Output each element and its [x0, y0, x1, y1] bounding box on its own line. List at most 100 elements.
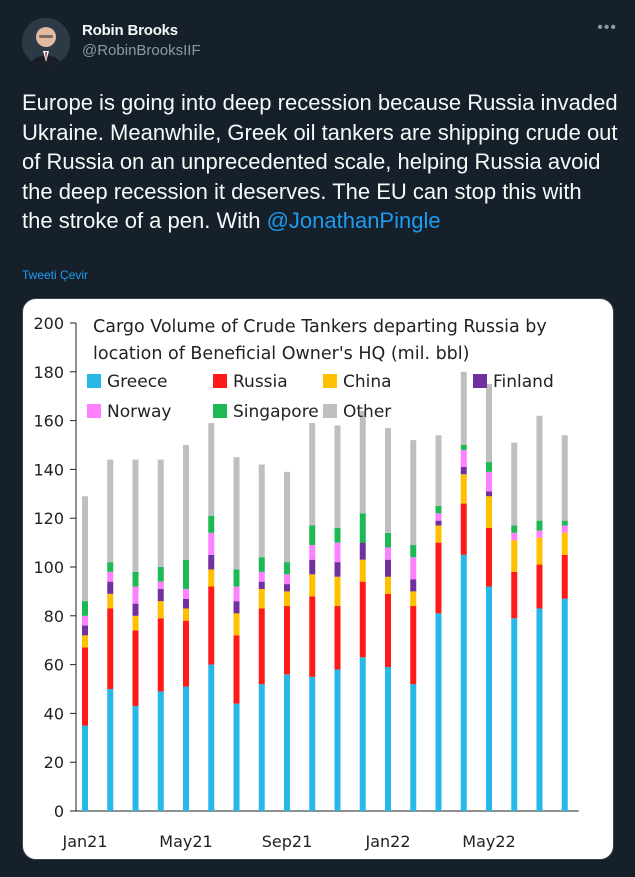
legend-label-finland: Finland	[493, 372, 554, 392]
tweet-media-chart[interactable]: 0 20 40 60 80 100 120 140 160 180 200 Jan21 May21 Sep…	[22, 298, 614, 860]
bar-segment-other	[82, 496, 88, 602]
bar-segment-greece	[561, 598, 568, 811]
bar-segment-finland	[183, 598, 189, 609]
bar-segment-norway	[284, 574, 290, 585]
y-tick-label: 80	[44, 607, 64, 626]
bar-segment-china	[359, 559, 366, 582]
bar-segment-china	[208, 569, 215, 587]
legend-swatch-singapore	[213, 404, 227, 418]
bar-segment-china	[460, 474, 467, 504]
bar-segment-china	[82, 635, 88, 648]
bar-segment-other	[435, 435, 442, 506]
legend-swatch-greece	[87, 374, 101, 388]
y-tick-label: 140	[33, 460, 64, 479]
bar-segment-singapore	[460, 445, 467, 450]
bar-segment-russia	[258, 608, 265, 685]
bar-segment-other	[107, 459, 114, 563]
bar-segment-russia	[208, 586, 215, 665]
bar-segment-norway	[82, 615, 88, 626]
x-tick-label: Jan22	[364, 832, 410, 851]
bar-segment-other	[208, 423, 215, 516]
bar-segment-norway	[183, 588, 189, 599]
bar-segment-china	[511, 540, 518, 572]
legend-swatch-russia	[213, 374, 227, 388]
tweet-author: Robin Brooks @RobinBrooksIIF	[82, 22, 201, 59]
bar-segment-finland	[359, 542, 366, 560]
x-tick-label: Jan21	[61, 832, 107, 851]
y-tick-label: 20	[44, 753, 64, 772]
legend-label-greece: Greece	[107, 372, 168, 392]
bar-segment-other	[561, 435, 568, 521]
bar-segment-greece	[460, 554, 467, 811]
legend-label-other: Other	[343, 402, 391, 422]
bar-segment-singapore	[385, 532, 391, 548]
bar-segment-greece	[410, 684, 417, 811]
bar-segment-finland	[435, 520, 442, 526]
bar-segment-china	[132, 615, 139, 631]
bar-segment-russia	[435, 542, 442, 614]
bar-segment-greece	[486, 586, 492, 811]
bar-segment-norway	[309, 545, 316, 560]
y-tick-label: 120	[33, 509, 64, 528]
legend-swatch-finland	[473, 374, 487, 388]
bar-segment-china	[410, 591, 417, 607]
avatar[interactable]	[22, 18, 70, 66]
bar-segment-greece	[82, 725, 88, 811]
bar-segment-singapore	[183, 559, 189, 589]
bar-segment-finland	[486, 491, 492, 497]
bar-segment-finland	[334, 562, 341, 577]
bar-segment-russia	[334, 606, 341, 670]
bar-segment-russia	[82, 647, 88, 726]
bar-segment-russia	[359, 581, 366, 658]
bar-segment-russia	[410, 606, 417, 685]
author-name[interactable]: Robin Brooks	[82, 22, 178, 39]
avatar-image	[22, 18, 70, 66]
bar-segment-norway	[132, 586, 139, 604]
bar-segment-other	[359, 410, 366, 514]
bar-segment-russia	[561, 554, 568, 599]
x-tick-label: May22	[462, 832, 515, 851]
bar-segment-singapore	[132, 571, 139, 587]
bar-segment-norway	[460, 449, 467, 467]
bar-segment-russia	[511, 571, 518, 619]
bar-segment-finland	[309, 559, 316, 575]
bar-segment-norway	[233, 586, 240, 602]
bar-segment-russia	[107, 608, 114, 689]
author-handle[interactable]: @RobinBrooksIIF	[82, 42, 201, 59]
bar-segment-norway	[410, 557, 417, 580]
bar-segment-finland	[258, 581, 265, 589]
bar-segment-other	[536, 415, 543, 521]
x-tick-label: May21	[159, 832, 212, 851]
bar-segment-norway	[536, 530, 543, 538]
bar-segment-greece	[359, 657, 366, 811]
bar-segment-china	[107, 593, 114, 609]
bar-segment-other	[309, 423, 316, 526]
bar-segment-other	[460, 371, 467, 445]
translate-tweet-link[interactable]: Tweeti Çevir	[22, 268, 89, 282]
bar-segment-greece	[284, 674, 290, 811]
bar-segment-china	[561, 532, 568, 555]
bar-segment-china	[334, 576, 341, 607]
bar-segment-russia	[284, 606, 290, 675]
bar-segment-china	[183, 608, 189, 621]
mention-link[interactable]: @JonathanPingle	[266, 208, 441, 233]
bar-segment-norway	[208, 532, 215, 555]
bar-segment-other	[334, 425, 341, 528]
bar-segment-finland	[460, 466, 467, 475]
bar-segment-russia	[536, 564, 543, 609]
bar-segment-singapore	[561, 520, 568, 526]
bar-segment-other	[284, 471, 290, 563]
bar-segment-russia	[132, 630, 139, 707]
bar-segment-other	[233, 457, 240, 570]
bar-segment-singapore	[359, 513, 366, 543]
more-options-icon[interactable]: •••	[597, 19, 617, 36]
bar-segment-norway	[385, 547, 391, 560]
bar-segment-greece	[132, 706, 139, 811]
bar-segment-finland	[208, 554, 215, 570]
bar-segment-russia	[486, 527, 492, 587]
bar-segment-singapore	[284, 562, 290, 575]
bar-segment-norway	[486, 471, 492, 492]
bar-segment-singapore	[157, 567, 164, 582]
bar-segment-greece	[157, 691, 164, 811]
legend-label-china: China	[343, 372, 392, 392]
